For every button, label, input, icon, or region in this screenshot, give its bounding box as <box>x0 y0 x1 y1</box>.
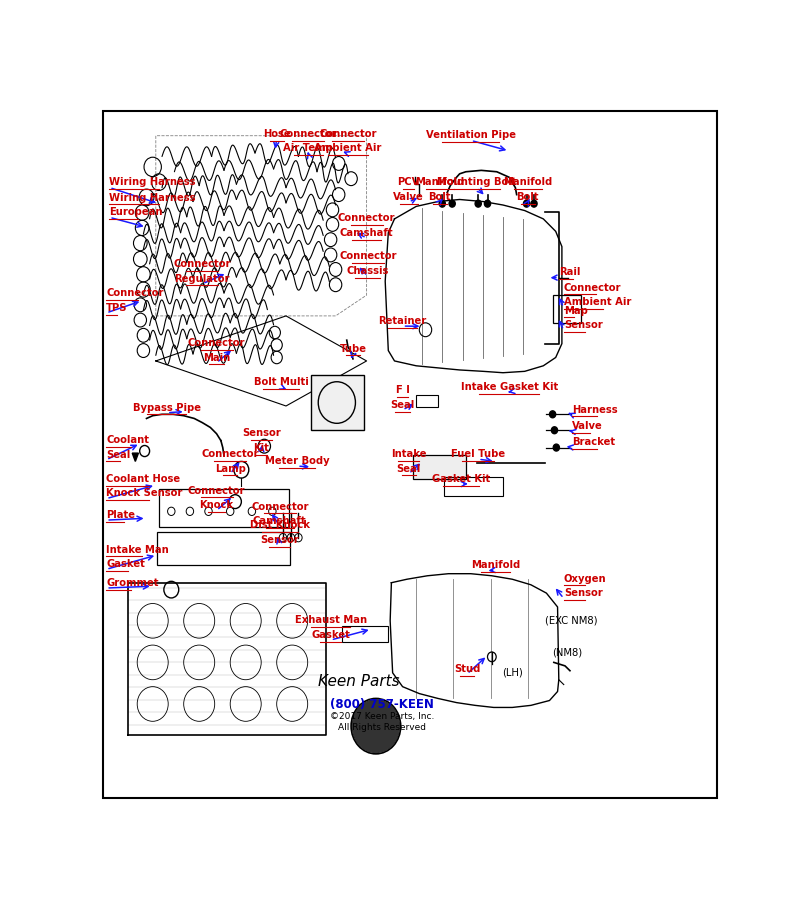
Text: Air Temp: Air Temp <box>283 143 334 153</box>
Text: Keen Parts: Keen Parts <box>318 674 400 688</box>
Text: Retainer: Retainer <box>378 316 426 326</box>
Text: Ventilation Pipe: Ventilation Pipe <box>426 130 516 140</box>
Text: Connector: Connector <box>279 129 337 139</box>
Text: Rail: Rail <box>558 267 580 277</box>
Text: Ambient Air: Ambient Air <box>564 297 631 307</box>
Text: Knock Sensor: Knock Sensor <box>106 489 182 499</box>
Text: Coolant: Coolant <box>106 435 149 446</box>
Text: Connector: Connector <box>338 213 395 223</box>
Text: Coolant Hose: Coolant Hose <box>106 474 180 484</box>
Text: Mounting Bolt: Mounting Bolt <box>438 177 517 187</box>
Circle shape <box>550 410 556 418</box>
FancyBboxPatch shape <box>310 374 363 430</box>
Circle shape <box>554 444 559 451</box>
Text: Gasket Kit: Gasket Kit <box>432 474 490 484</box>
Text: Stud: Stud <box>454 664 480 674</box>
Text: Exhaust Man: Exhaust Man <box>294 616 366 625</box>
Text: Valve: Valve <box>573 421 603 431</box>
Text: Main: Main <box>203 353 230 363</box>
Text: Gasket: Gasket <box>106 559 145 569</box>
Text: Intake: Intake <box>391 449 426 459</box>
Text: Knock: Knock <box>199 500 234 510</box>
Text: Bolt: Bolt <box>429 192 451 202</box>
Text: Wiring Harness: Wiring Harness <box>110 177 196 187</box>
Text: Connector: Connector <box>174 259 231 269</box>
Text: Connector: Connector <box>202 449 259 459</box>
Text: Oxygen: Oxygen <box>564 573 606 584</box>
Text: Fuel Tube: Fuel Tube <box>451 449 506 459</box>
Text: Manifold: Manifold <box>415 177 464 187</box>
Text: ©2017 Keen Parts, Inc.
All Rights Reserved: ©2017 Keen Parts, Inc. All Rights Reserv… <box>330 712 434 732</box>
Text: (800) 757-KEEN: (800) 757-KEEN <box>330 698 434 711</box>
Text: Map: Map <box>564 305 588 316</box>
Text: Sensor: Sensor <box>564 589 602 598</box>
Text: Manifold: Manifold <box>471 560 520 570</box>
Text: Kit: Kit <box>254 443 269 453</box>
Polygon shape <box>132 453 138 462</box>
Text: Wiring Harness: Wiring Harness <box>110 193 196 202</box>
Text: Bolt Multi: Bolt Multi <box>254 377 309 387</box>
Circle shape <box>439 200 446 207</box>
Text: Bracket: Bracket <box>573 437 615 447</box>
Text: TPS: TPS <box>106 302 128 312</box>
Text: Grommet: Grommet <box>106 578 158 588</box>
Text: Seal: Seal <box>390 400 414 410</box>
Text: Camshaft: Camshaft <box>340 228 394 238</box>
Text: Intake Man: Intake Man <box>106 544 169 554</box>
Text: Sensor: Sensor <box>261 535 299 544</box>
Circle shape <box>531 200 537 207</box>
Text: Lamp: Lamp <box>214 464 246 473</box>
Text: Bypass Pipe: Bypass Pipe <box>133 402 201 412</box>
Text: (NM8): (NM8) <box>553 647 582 657</box>
Text: Connector: Connector <box>564 283 622 293</box>
Text: F I: F I <box>396 385 410 395</box>
Text: Chassis: Chassis <box>346 266 389 276</box>
Text: Connector: Connector <box>319 129 377 139</box>
Text: Connector: Connector <box>188 486 246 496</box>
Text: Bolt: Bolt <box>517 192 539 202</box>
Text: Connector: Connector <box>251 501 309 511</box>
Text: PCV: PCV <box>398 177 420 187</box>
Circle shape <box>523 200 530 207</box>
Text: Meter Body: Meter Body <box>265 456 330 466</box>
Text: Sensor: Sensor <box>242 428 281 438</box>
Text: Hose: Hose <box>263 129 290 139</box>
Text: (EXC NM8): (EXC NM8) <box>545 616 598 625</box>
Text: (LH): (LH) <box>502 668 522 678</box>
FancyBboxPatch shape <box>413 454 466 479</box>
Text: Harness: Harness <box>573 405 618 415</box>
Text: Camshaft: Camshaft <box>253 517 306 526</box>
Text: Tube: Tube <box>339 344 366 354</box>
Text: Gasket: Gasket <box>311 630 350 640</box>
Circle shape <box>449 200 455 207</box>
Text: Dist Knock: Dist Knock <box>250 520 310 530</box>
Text: Ambient Air: Ambient Air <box>314 143 382 153</box>
Text: Sensor: Sensor <box>564 320 602 330</box>
Text: Valve: Valve <box>394 192 424 202</box>
Text: Plate: Plate <box>106 510 135 520</box>
Circle shape <box>475 200 482 207</box>
Text: Intake Gasket Kit: Intake Gasket Kit <box>461 382 558 392</box>
Text: Seal: Seal <box>106 450 130 460</box>
Circle shape <box>485 200 490 207</box>
Circle shape <box>551 427 558 434</box>
Text: Seal: Seal <box>397 464 421 473</box>
Text: Regulator: Regulator <box>174 274 230 284</box>
Text: European: European <box>110 207 163 217</box>
Text: Connector: Connector <box>106 288 164 298</box>
Circle shape <box>352 700 399 752</box>
Text: Connector: Connector <box>339 251 397 262</box>
Text: Connector: Connector <box>188 338 246 348</box>
Text: Manifold: Manifold <box>503 177 553 187</box>
